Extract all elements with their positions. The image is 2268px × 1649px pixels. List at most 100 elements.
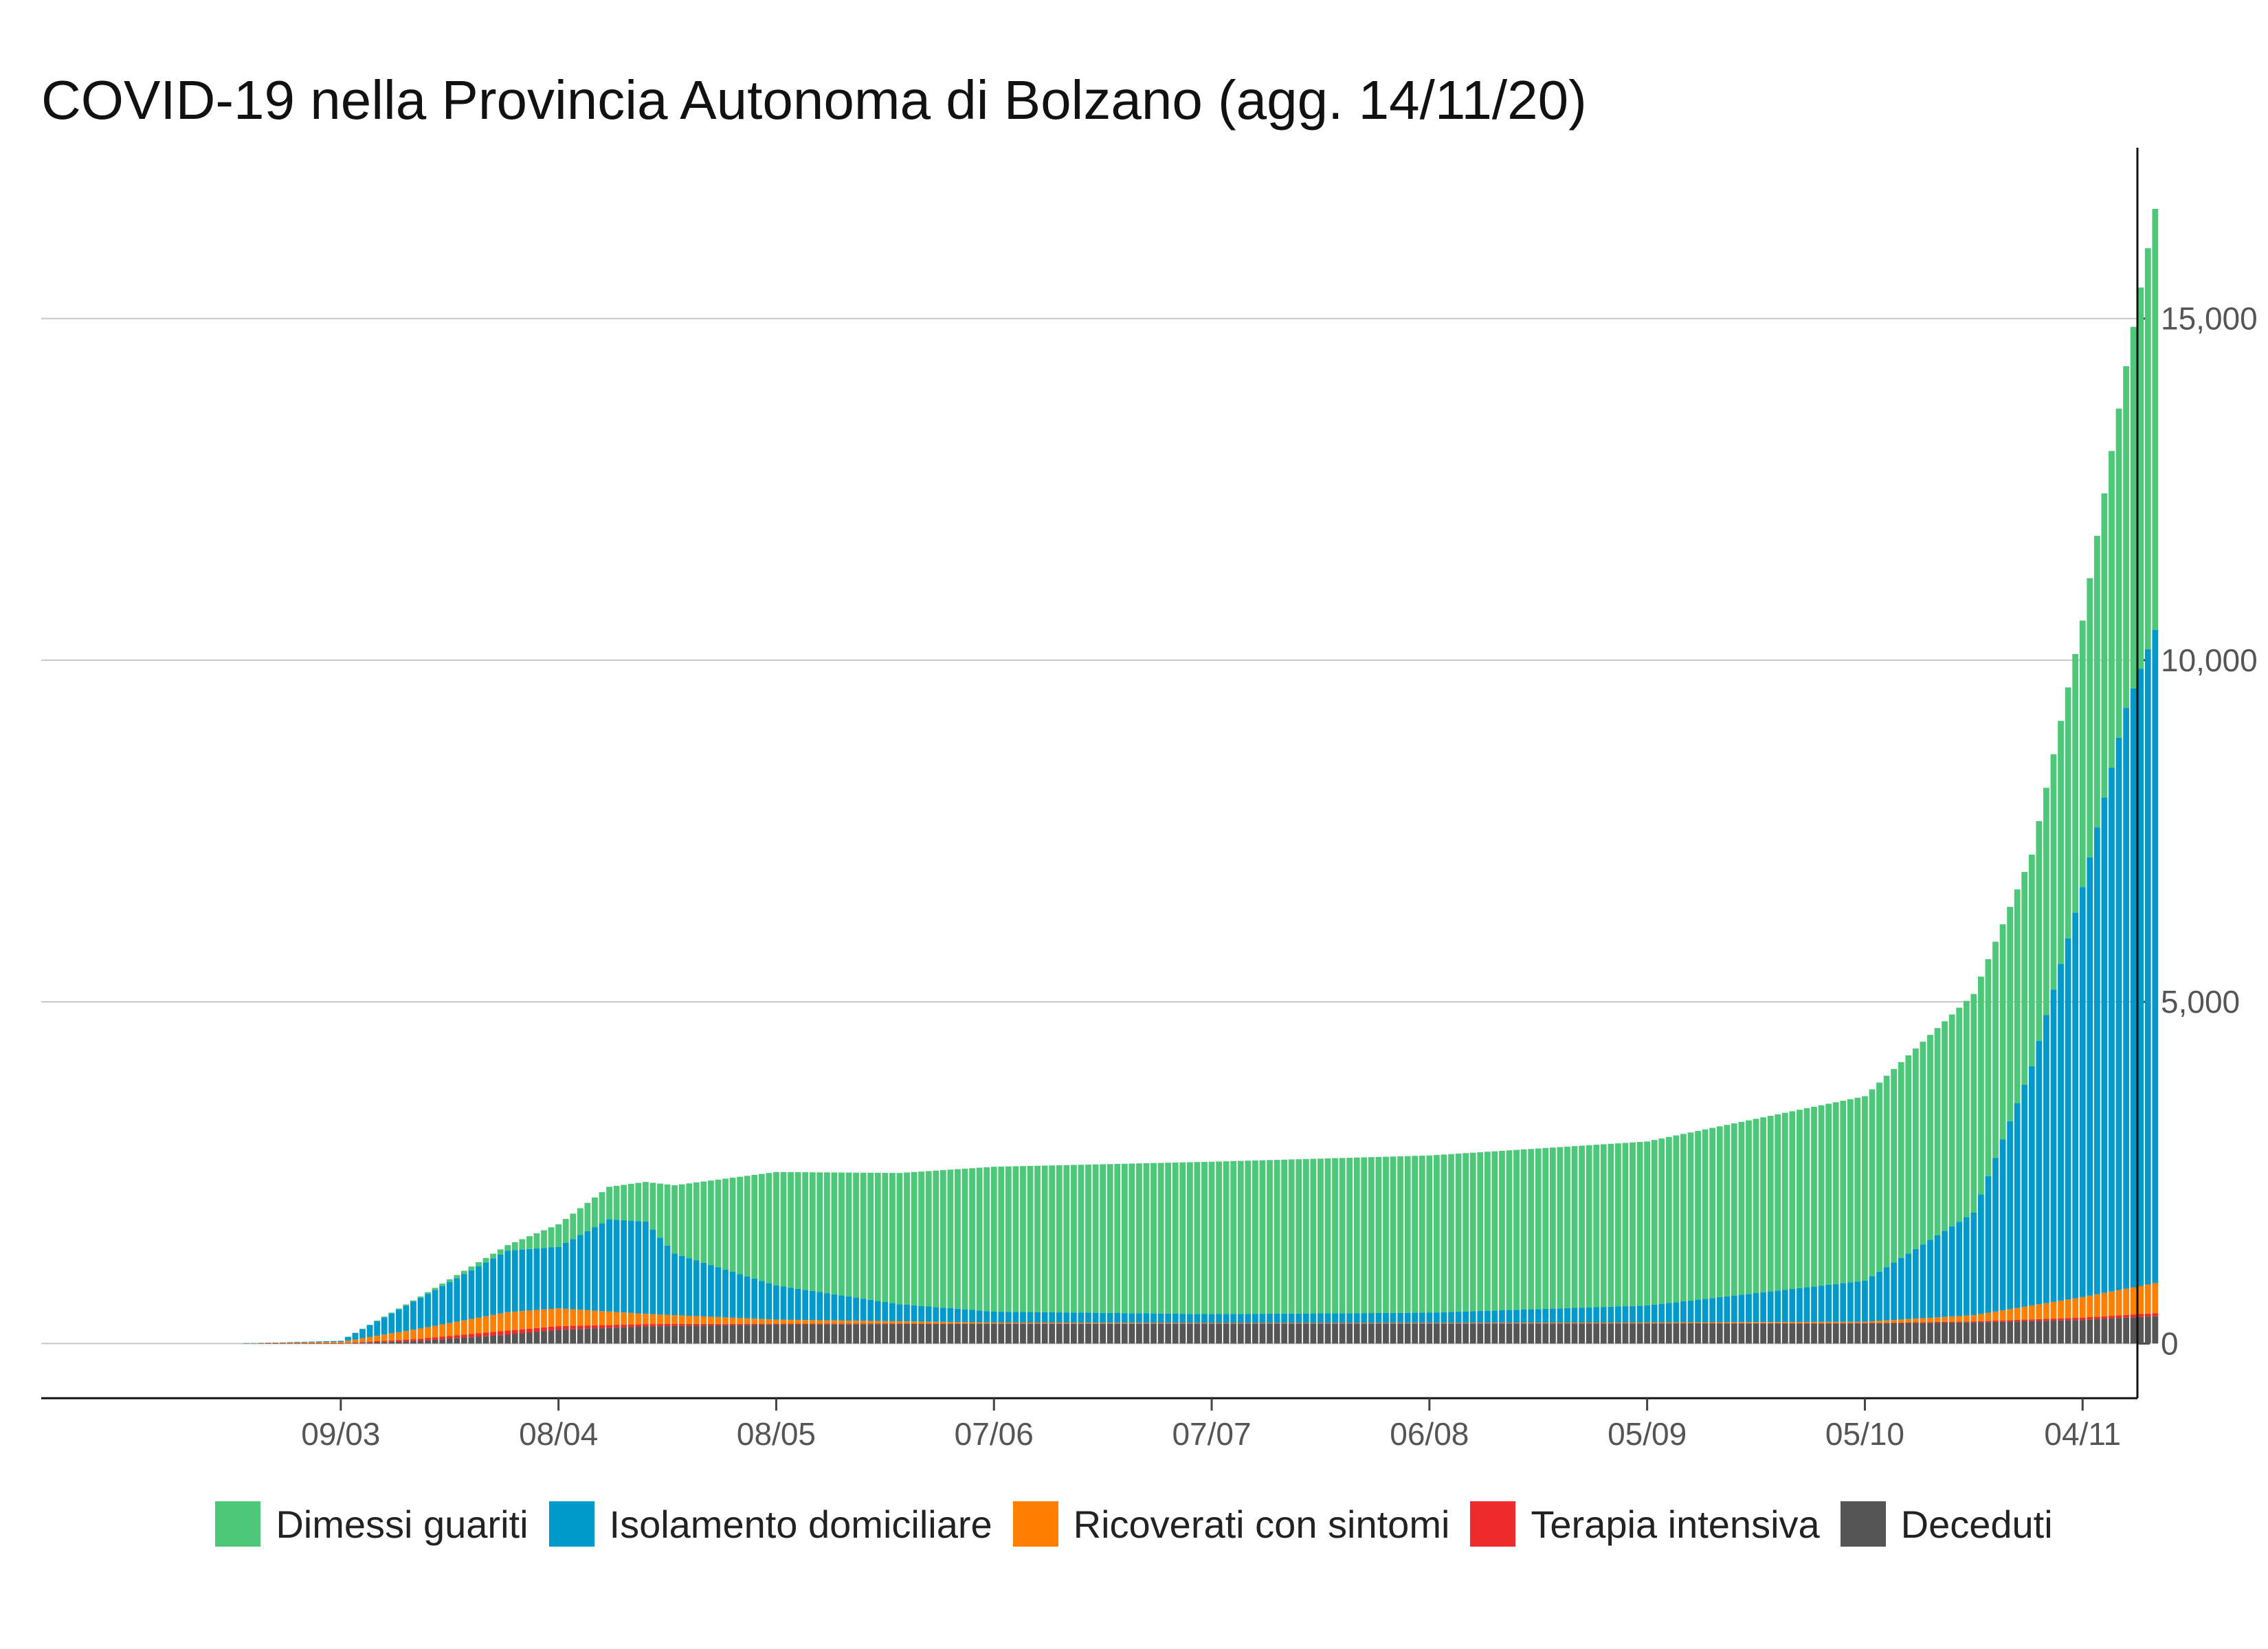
bar-segment bbox=[381, 1342, 388, 1344]
bar-segment bbox=[737, 1325, 744, 1344]
bar-segment bbox=[577, 1235, 583, 1310]
bar-segment bbox=[2137, 1314, 2144, 1317]
bar-segment bbox=[1775, 1290, 1781, 1323]
bar-segment bbox=[2014, 1321, 2021, 1344]
bar-segment bbox=[1071, 1165, 1077, 1313]
bar-segment bbox=[279, 1343, 286, 1344]
x-tick-label: 07/06 bbox=[955, 1416, 1034, 1452]
bar-segment bbox=[780, 1319, 787, 1324]
bar-segment bbox=[766, 1323, 772, 1325]
bar-segment bbox=[1781, 1112, 1788, 1290]
bar-segment bbox=[1781, 1323, 1788, 1324]
bar-segment bbox=[482, 1332, 489, 1336]
bar-segment bbox=[345, 1336, 351, 1341]
bar-segment bbox=[1948, 1316, 1955, 1322]
bar-segment bbox=[1571, 1323, 1578, 1324]
bar-segment bbox=[476, 1336, 482, 1344]
bar-segment bbox=[337, 1343, 344, 1344]
bar-segment bbox=[2123, 1317, 2129, 1344]
bar-segment bbox=[845, 1321, 852, 1324]
bar-segment bbox=[678, 1325, 685, 1344]
bar-segment bbox=[1012, 1323, 1019, 1324]
bar-segment bbox=[613, 1220, 620, 1312]
bar-segment bbox=[1840, 1101, 1847, 1283]
bar-segment bbox=[1883, 1075, 1890, 1268]
bar-segment bbox=[1027, 1323, 1034, 1324]
x-tick-label: 06/08 bbox=[1390, 1416, 1469, 1452]
bar-segment bbox=[1818, 1321, 1825, 1323]
bar-segment bbox=[788, 1324, 794, 1344]
bar-segment bbox=[1245, 1314, 1252, 1323]
bar-segment bbox=[1978, 1194, 1984, 1314]
bar-segment bbox=[874, 1323, 881, 1325]
bar-segment bbox=[657, 1324, 663, 1327]
bar-segment bbox=[497, 1313, 504, 1332]
bar-segment bbox=[1695, 1130, 1701, 1300]
bar-segment bbox=[1608, 1323, 1614, 1324]
bar-segment bbox=[2079, 1317, 2086, 1321]
bar-segment bbox=[1491, 1323, 1498, 1324]
bar-segment bbox=[1274, 1313, 1280, 1323]
bar-segment bbox=[1419, 1323, 1425, 1344]
bar-segment bbox=[446, 1323, 453, 1336]
bar-segment bbox=[1564, 1308, 1570, 1323]
bar-segment bbox=[1716, 1323, 1723, 1344]
bar-segment bbox=[2152, 1283, 2159, 1314]
bar-segment bbox=[1136, 1323, 1142, 1344]
bar-segment bbox=[468, 1319, 475, 1334]
bar-segment bbox=[1811, 1321, 1817, 1323]
bar-segment bbox=[947, 1323, 954, 1324]
bar-segment bbox=[374, 1321, 381, 1336]
bar-segment bbox=[664, 1184, 671, 1246]
bar-segment bbox=[867, 1172, 874, 1300]
bar-segment bbox=[460, 1334, 467, 1338]
bar-segment bbox=[1847, 1282, 1854, 1322]
bar-segment bbox=[1469, 1323, 1476, 1324]
bar-segment bbox=[2093, 1294, 2100, 1317]
bar-segment bbox=[635, 1324, 642, 1327]
bar-segment bbox=[1230, 1323, 1237, 1324]
bar-segment bbox=[1186, 1314, 1193, 1323]
bar-segment bbox=[1237, 1323, 1244, 1324]
bar-segment bbox=[1441, 1154, 1447, 1312]
bar-segment bbox=[635, 1313, 642, 1325]
bar-segment bbox=[860, 1172, 867, 1299]
bar-segment bbox=[2028, 1066, 2035, 1306]
bar-segment bbox=[1216, 1314, 1222, 1323]
bar-segment bbox=[2123, 1288, 2129, 1315]
bar-segment bbox=[1012, 1323, 1019, 1344]
bar-segment bbox=[1579, 1308, 1585, 1323]
bar-segment bbox=[454, 1321, 460, 1336]
bar-segment bbox=[359, 1338, 366, 1343]
bar-segment bbox=[758, 1281, 765, 1319]
bar-segment bbox=[678, 1315, 685, 1324]
bar-segment bbox=[490, 1336, 496, 1344]
bar-segment bbox=[1992, 941, 1999, 1158]
bar-segment bbox=[366, 1336, 373, 1342]
bar-segment bbox=[1956, 1322, 1963, 1344]
bar-segment bbox=[1419, 1312, 1425, 1323]
legend-swatch bbox=[1840, 1501, 1886, 1547]
bar-segment bbox=[1172, 1313, 1179, 1323]
bar-segment bbox=[737, 1274, 744, 1319]
bar-segment bbox=[1985, 1321, 1992, 1323]
bar-segment bbox=[627, 1312, 634, 1325]
y-tick-label: 0 bbox=[2161, 1325, 2179, 1361]
bar-segment bbox=[1397, 1156, 1403, 1313]
bar-segment bbox=[1905, 1055, 1912, 1254]
bar-segment bbox=[1746, 1322, 1752, 1323]
bar-segment bbox=[482, 1336, 489, 1344]
bar-segment bbox=[1673, 1323, 1680, 1344]
bar-segment bbox=[671, 1253, 678, 1316]
bar-segment bbox=[1825, 1284, 1832, 1322]
bar-segment bbox=[1992, 1321, 1999, 1322]
bar-segment bbox=[1121, 1323, 1128, 1324]
bar-segment bbox=[1709, 1323, 1716, 1324]
bar-segment bbox=[882, 1301, 889, 1321]
bar-segment bbox=[1992, 1321, 1999, 1344]
bar-segment bbox=[1862, 1096, 1868, 1281]
bar-segment bbox=[504, 1334, 511, 1344]
bar-segment bbox=[816, 1292, 823, 1321]
bar-segment bbox=[1797, 1323, 1803, 1324]
bar-segment bbox=[584, 1310, 591, 1326]
